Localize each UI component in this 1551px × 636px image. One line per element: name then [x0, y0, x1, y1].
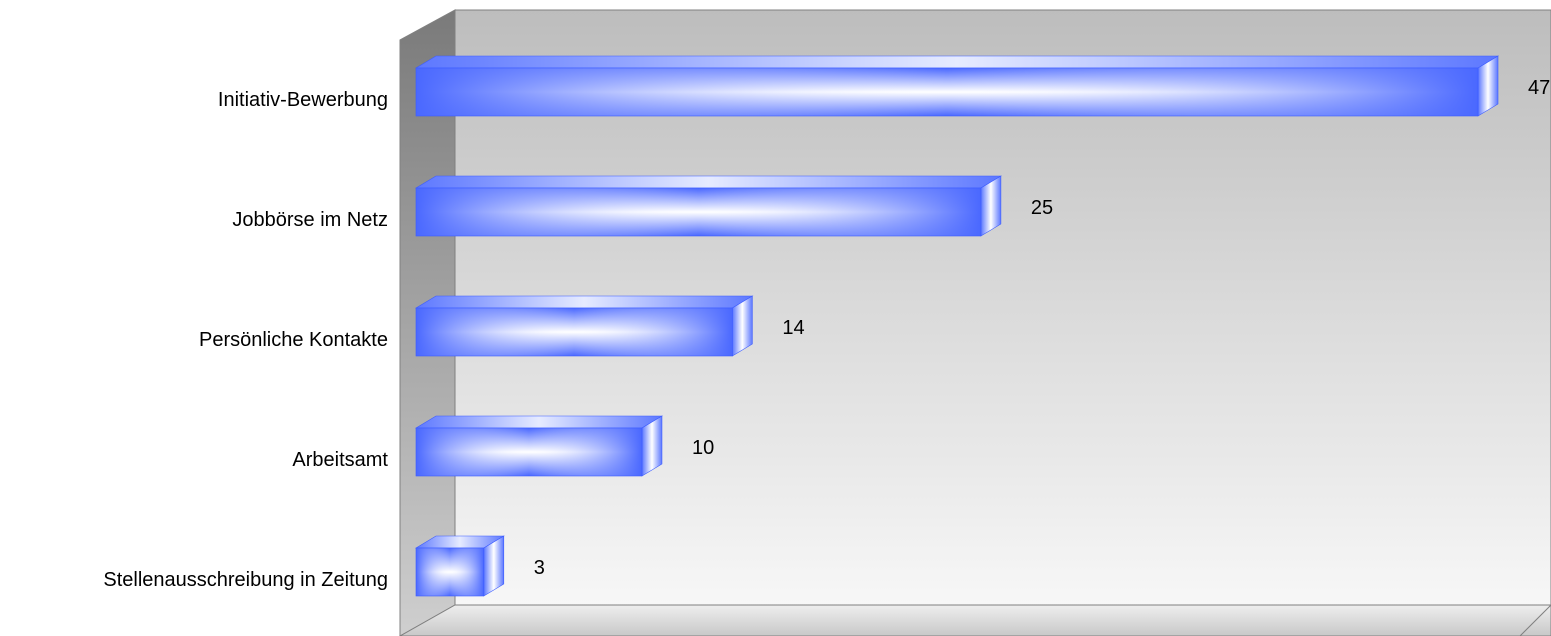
bar-front-shade [416, 428, 642, 476]
bar-front-outline [415, 547, 485, 597]
bar-front-shade [416, 548, 484, 596]
bar-top-face [414, 55, 1500, 69]
bar-front-shade [416, 308, 733, 356]
bar-front-outline [415, 307, 733, 357]
bar-front-outline [415, 427, 643, 477]
value-labels: 47 25 14 10 3 [534, 77, 1550, 579]
bar-front-shade [416, 188, 981, 236]
bar [414, 175, 1002, 237]
bars-group [414, 55, 1500, 597]
value-label: 47 [1528, 77, 1550, 99]
bar [414, 295, 754, 357]
category-label: Arbeitsamt [292, 449, 388, 471]
bar-top-face [414, 415, 664, 429]
category-label: Persönliche Kontakte [199, 329, 388, 351]
value-label: 3 [534, 557, 545, 579]
value-label: 25 [1031, 197, 1053, 219]
value-label: 14 [782, 317, 804, 339]
bar [414, 535, 505, 597]
bar-front-outline [415, 187, 982, 237]
bar-top-face [414, 175, 1002, 189]
bar-front-shade [416, 68, 1478, 116]
bar [414, 415, 664, 477]
bar-top-face [414, 295, 754, 309]
value-label: 10 [692, 437, 714, 459]
floor [398, 604, 1551, 636]
category-label: Stellenausschreibung in Zeitung [103, 569, 388, 591]
bar [414, 55, 1500, 117]
floor-edge-right [1519, 604, 1551, 636]
category-label: Jobbörse im Netz [232, 209, 388, 231]
category-labels: Initiativ-Bewerbung Jobbörse im Netz Persö… [103, 89, 388, 591]
category-label: Initiativ-Bewerbung [218, 89, 388, 111]
plot-area [398, 9, 1551, 636]
bar-front-outline [415, 67, 1479, 117]
